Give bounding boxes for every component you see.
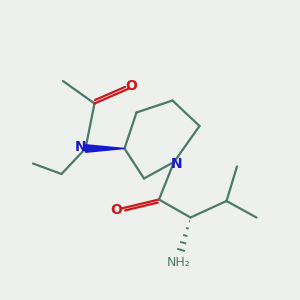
Text: O: O [110, 203, 122, 217]
Text: NH₂: NH₂ [167, 256, 191, 269]
Text: N: N [170, 158, 182, 171]
Polygon shape [85, 145, 124, 152]
Text: O: O [125, 79, 137, 92]
Text: N: N [74, 140, 86, 154]
